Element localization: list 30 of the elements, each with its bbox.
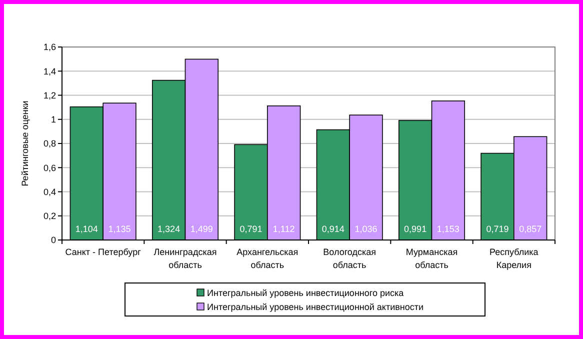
y-tick-label: 1,2 bbox=[43, 90, 56, 100]
data-label: 0,914 bbox=[322, 224, 344, 234]
data-label: 1,324 bbox=[158, 224, 180, 234]
legend-label: Интегральный уровень инвестиционной активности bbox=[207, 302, 424, 312]
data-label: 1,112 bbox=[272, 224, 295, 234]
data-label: 0,791 bbox=[240, 224, 262, 234]
x-tick-label: Вологодская область bbox=[323, 247, 376, 270]
data-label: 1,135 bbox=[108, 224, 131, 234]
x-tick-label: Республика Карелия bbox=[490, 247, 538, 270]
data-label: 0,991 bbox=[404, 224, 427, 234]
y-tick-label: 1 bbox=[50, 114, 56, 125]
data-label: 1,499 bbox=[190, 224, 213, 234]
x-tick-label: Мурманская область bbox=[406, 247, 458, 270]
x-tick-label: Ленинградская область bbox=[154, 247, 217, 270]
y-tick-label: 0,2 bbox=[43, 211, 56, 222]
y-tick-label: 0,6 bbox=[43, 162, 56, 173]
y-tick-label: 0,4 bbox=[43, 186, 56, 197]
y-tick-label: 0 bbox=[50, 235, 56, 246]
y-axis-title: Рейтинговые оценки bbox=[20, 100, 30, 186]
data-label: 1,036 bbox=[354, 224, 378, 234]
legend-label: Интегральный уровень инвестиционного риска bbox=[207, 288, 404, 298]
y-tick-label: 0,8 bbox=[43, 138, 56, 149]
data-label: 1,153 bbox=[436, 224, 460, 234]
data-label: 0,857 bbox=[519, 224, 542, 234]
x-tick-label: Санкт - Петербург bbox=[65, 247, 142, 257]
data-label: 1,104 bbox=[75, 224, 98, 234]
y-tick-label: 1,6 bbox=[43, 42, 56, 52]
x-tick-label: Архангельская область bbox=[236, 247, 298, 270]
y-tick-label: 1,4 bbox=[43, 66, 56, 76]
data-label: 0,719 bbox=[486, 224, 509, 234]
